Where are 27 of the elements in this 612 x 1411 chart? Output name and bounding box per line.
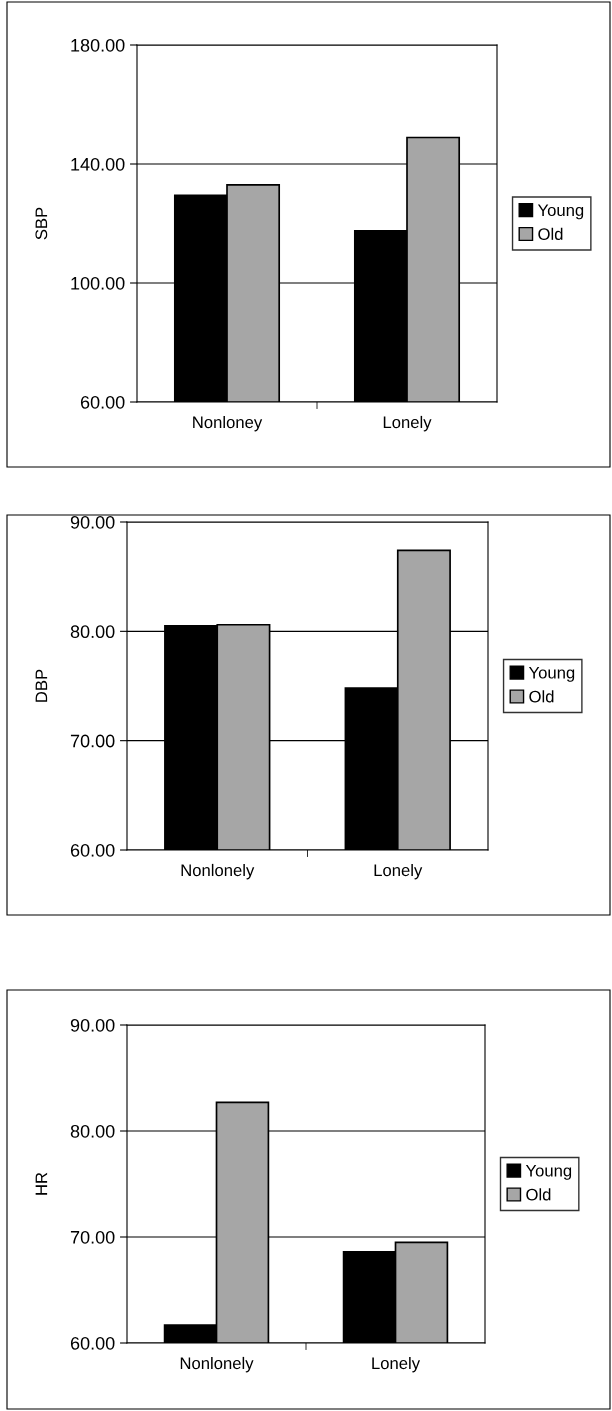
y-tick-label: 70.00	[70, 1230, 115, 1244]
y-tick-label: 90.00	[70, 1018, 115, 1032]
y-tick-label: 140.00	[71, 157, 125, 171]
y-tick-label: 80.00	[70, 1124, 115, 1138]
x-tick-label: Lonely	[383, 415, 432, 432]
y-axis-title: SBP	[35, 207, 48, 240]
y-tick-label: 60.00	[80, 395, 125, 409]
y-tick-label: 100.00	[71, 276, 125, 290]
y-tick-label: 70.00	[70, 734, 115, 748]
y-tick-label: 90.00	[70, 515, 115, 529]
legend-label: Old	[526, 1188, 551, 1201]
y-axis-title: HR	[35, 1172, 48, 1195]
x-tick-label: Lonely	[372, 1356, 421, 1373]
x-tick-label: Lonely	[374, 863, 423, 880]
x-tick-label: Nonlonely	[180, 1356, 254, 1373]
y-tick-label: 80.00	[70, 625, 115, 639]
y-tick-label: 180.00	[71, 38, 125, 52]
legend-label: Young	[525, 1164, 572, 1180]
y-tick-label: 60.00	[70, 843, 115, 857]
legend-label: Young	[537, 204, 584, 220]
legend-label: Old	[529, 690, 554, 703]
legend-label: Old	[538, 227, 563, 240]
legend-label: Young	[528, 666, 575, 682]
y-axis-title: DBP	[35, 669, 48, 702]
x-tick-label: Nonloney	[193, 415, 263, 432]
x-tick-label: Nonlonely	[181, 863, 255, 880]
y-tick-label: 60.00	[70, 1336, 115, 1350]
